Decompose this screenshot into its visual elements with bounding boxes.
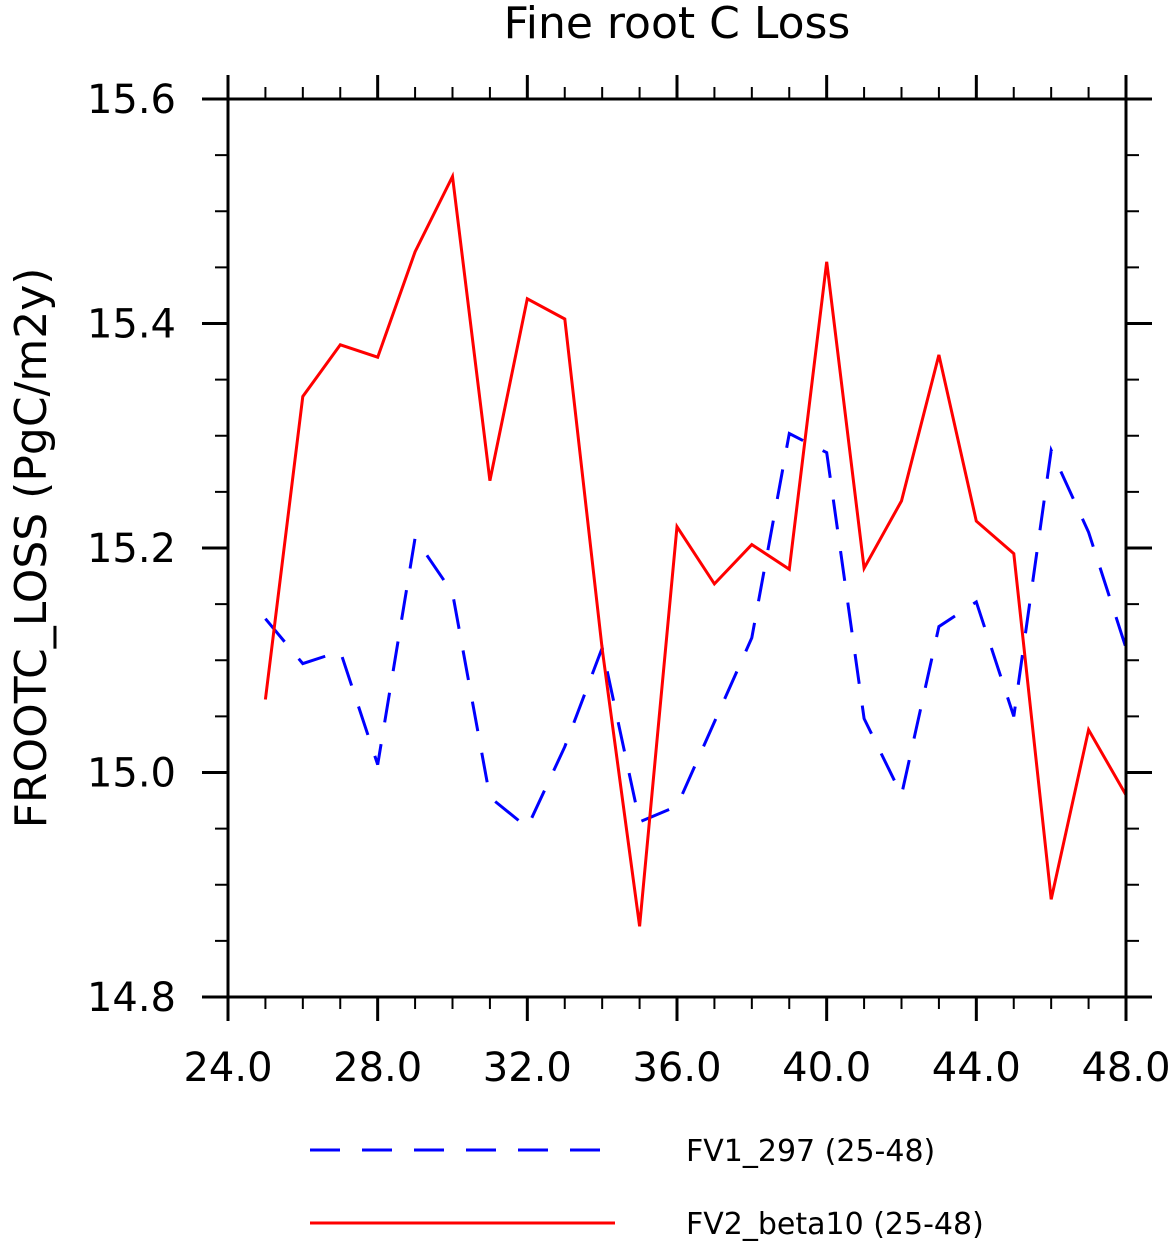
y-tick-label: 14.8 xyxy=(87,975,176,1021)
y-tick-label: 15.2 xyxy=(87,526,176,572)
x-tick-label: 44.0 xyxy=(932,1045,1021,1091)
plot-frame xyxy=(226,97,1128,999)
legend-label-0: FV1_297 (25-48) xyxy=(686,1134,935,1169)
series-layer xyxy=(263,171,1128,927)
x-tick-label: 24.0 xyxy=(183,1045,272,1091)
x-tick-label: 28.0 xyxy=(333,1045,422,1091)
x-tick-label: 40.0 xyxy=(782,1045,871,1091)
x-tick-label: 36.0 xyxy=(632,1045,721,1091)
chart-title: Fine root C Loss xyxy=(504,0,851,49)
legend-label-1: FV2_beta10 (25-48) xyxy=(686,1207,984,1241)
legend: FV1_297 (25-48) FV2_beta10 (25-48) xyxy=(310,1134,984,1241)
axis-ticks: 24.0 28.0 32.0 36.0 40.0 44.0 48.0 14.8 15.0 15.2… xyxy=(87,75,1171,1091)
y-axis-label: FROOTC_LOSS (PgC/m2y) xyxy=(6,268,57,829)
series-line-1 xyxy=(263,171,1128,927)
x-tick-label: 48.0 xyxy=(1081,1045,1170,1091)
y-tick-label: 15.4 xyxy=(87,302,176,348)
series-line-0 xyxy=(264,431,1128,830)
y-tick-label: 15.0 xyxy=(87,751,176,797)
x-tick-label: 32.0 xyxy=(483,1045,572,1091)
y-tick-label: 15.6 xyxy=(87,77,176,123)
